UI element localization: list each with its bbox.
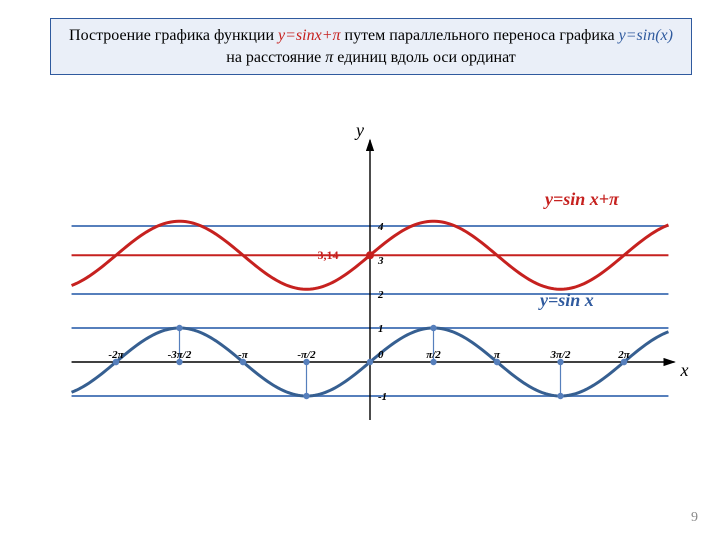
axis-dot [113,359,119,365]
plot: xy-2π-3π/2-π-π/2π/2π3π/22π-1123403,14y=s… [0,0,720,540]
y-tick-label: 2 [377,289,384,301]
curve-dot [557,393,563,399]
curve-dot [176,325,182,331]
axis-dot [494,359,500,365]
axis-dot [176,359,182,365]
y-axis-label: y [354,120,364,140]
y-tick-label: 4 [377,221,384,233]
red-curve-label: y=sin x+π [543,189,620,209]
curve-dot [430,325,436,331]
axis-dot [240,359,246,365]
y-tick-label: -1 [378,391,387,403]
x-axis-label: x [679,360,688,380]
origin-dot [367,359,373,365]
axis-dot [557,359,563,365]
y-tick-label: 3 [377,255,384,267]
y-tick-label: 1 [378,323,384,335]
axis-dot [621,359,627,365]
page-number: 9 [691,510,698,526]
curve-dot [303,393,309,399]
blue-curve-label: y=sin x [538,290,594,310]
axis-dot [430,359,436,365]
zero-label: 0 [378,349,384,361]
pi-marker-label: 3,14 [318,248,339,262]
axis-dot [303,359,309,365]
pi-marker-dot [366,251,374,259]
